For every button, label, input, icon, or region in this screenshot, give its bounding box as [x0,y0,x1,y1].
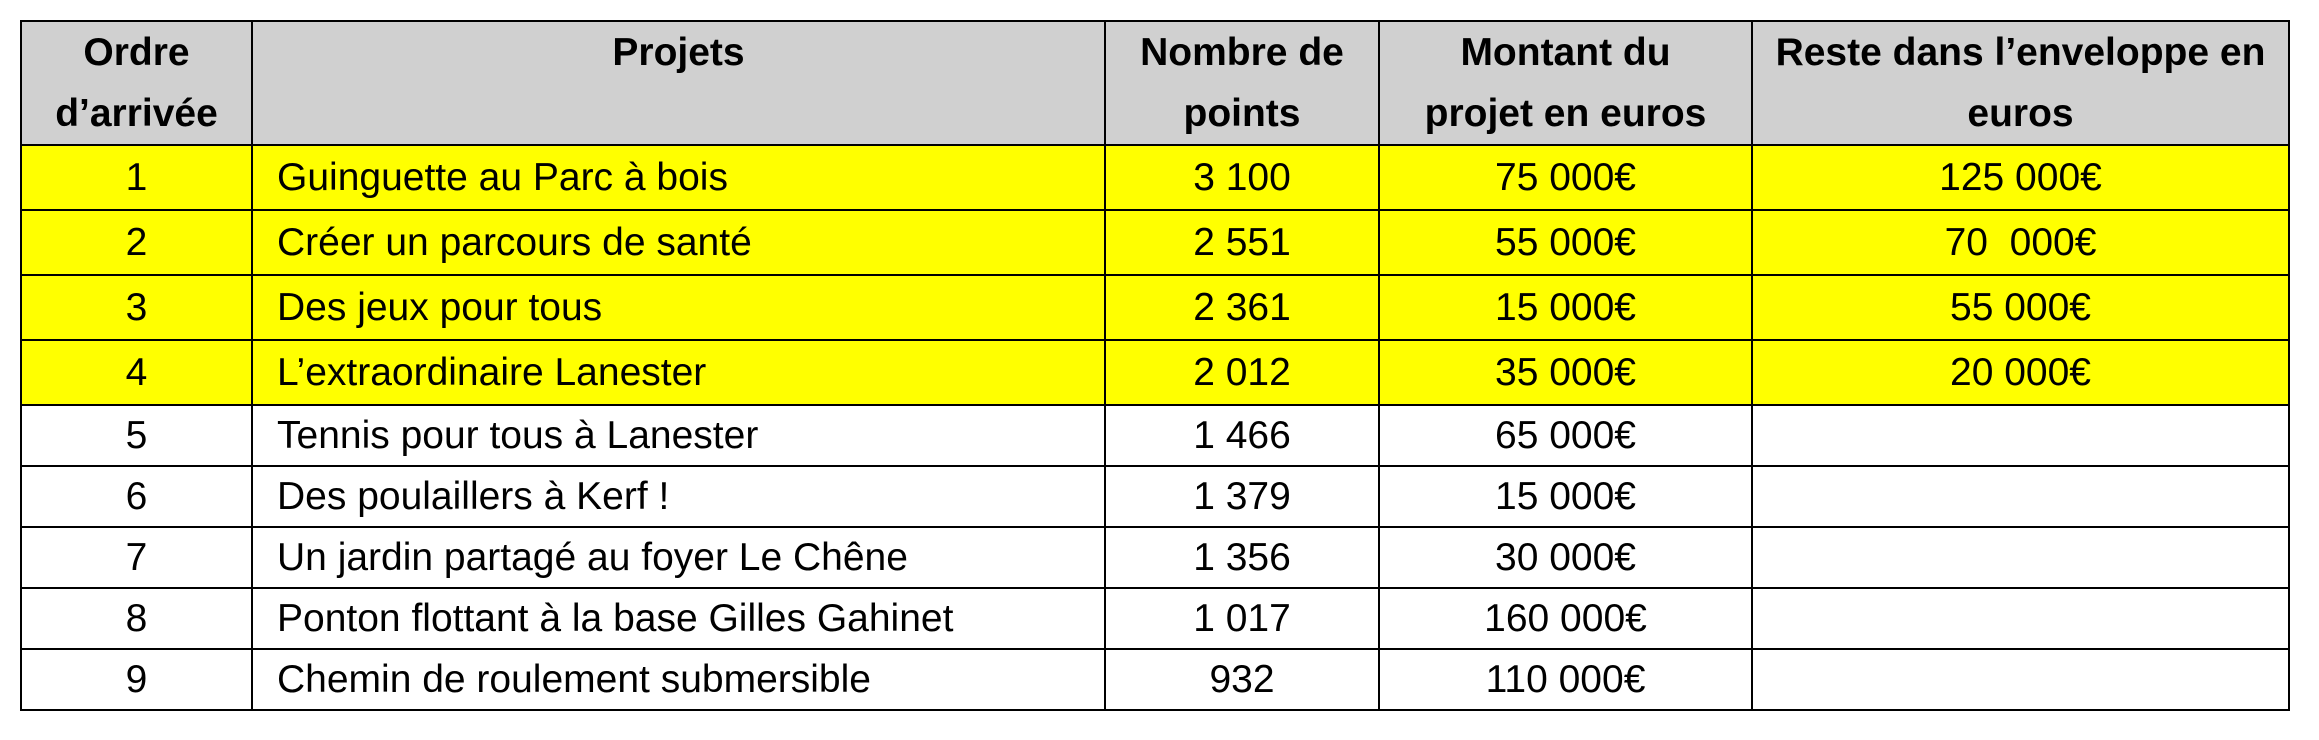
cell-points: 3 100 [1104,144,1380,211]
table-row: 3 Des jeux pour tous 2 361 15 000€ 55 00… [20,274,2290,341]
cell-points: 2 012 [1104,339,1380,406]
cell-projet: L’extraordinaire Lanester [251,339,1106,406]
cell-montant: 160 000€ [1378,587,1753,650]
header-points: Nombre de points [1104,20,1380,146]
cell-montant: 75 000€ [1378,144,1753,211]
cell-montant: 15 000€ [1378,465,1753,528]
cell-projet: Des jeux pour tous [251,274,1106,341]
cell-reste: 20 000€ [1751,339,2290,406]
cell-reste: 70 000€ [1751,209,2290,276]
cell-points: 1 017 [1104,587,1380,650]
header-points-line1: Nombre de [1140,31,1344,74]
cell-ordre: 2 [20,209,253,276]
cell-ordre: 8 [20,587,253,650]
results-table: Ordre d’arrivée Projets Nombre de points M… [20,20,2290,711]
cell-montant: 30 000€ [1378,526,1753,589]
cell-montant: 15 000€ [1378,274,1753,341]
cell-points: 932 [1104,648,1380,711]
cell-points: 1 466 [1104,404,1380,467]
table-row: 1 Guinguette au Parc à bois 3 100 75 000… [20,144,2290,211]
cell-ordre: 5 [20,404,253,467]
header-row: Ordre d’arrivée Projets Nombre de points M… [20,20,2290,146]
cell-points: 1 379 [1104,465,1380,528]
table-row: 5 Tennis pour tous à Lanester 1 466 65 0… [20,404,2290,467]
cell-points: 2 551 [1104,209,1380,276]
header-projets: Projets [251,20,1106,146]
cell-projet: Tennis pour tous à Lanester [251,404,1106,467]
cell-points: 1 356 [1104,526,1380,589]
cell-projet: Des poulaillers à Kerf ! [251,465,1106,528]
cell-ordre: 9 [20,648,253,711]
header-ordre-line2: d’arrivée [55,92,218,135]
cell-ordre: 1 [20,144,253,211]
table-row: 6 Des poulaillers à Kerf ! 1 379 15 000€ [20,465,2290,528]
table-body: 1 Guinguette au Parc à bois 3 100 75 000… [20,144,2290,711]
cell-montant: 35 000€ [1378,339,1753,406]
cell-points: 2 361 [1104,274,1380,341]
header-ordre: Ordre d’arrivée [20,20,253,146]
header-points-line2: points [1183,92,1301,135]
header-reste-line2: euros [1967,92,2074,135]
cell-reste [1751,648,2290,711]
cell-projet: Ponton flottant à la base Gilles Gahinet [251,587,1106,650]
header-montant-line1: Montant du [1460,31,1671,74]
cell-montant: 55 000€ [1378,209,1753,276]
cell-projet: Créer un parcours de santé [251,209,1106,276]
table-header: Ordre d’arrivée Projets Nombre de points M… [20,20,2290,146]
cell-reste [1751,587,2290,650]
cell-ordre: 3 [20,274,253,341]
cell-reste [1751,404,2290,467]
table-row: 9 Chemin de roulement submersible 932 11… [20,648,2290,711]
cell-montant: 110 000€ [1378,648,1753,711]
header-montant-line2: projet en euros [1424,92,1707,135]
cell-projet: Guinguette au Parc à bois [251,144,1106,211]
table-row: 7 Un jardin partagé au foyer Le Chêne 1 … [20,526,2290,589]
header-ordre-line1: Ordre [83,31,190,74]
header-reste: Reste dans l’enveloppe en euros [1751,20,2290,146]
cell-montant: 65 000€ [1378,404,1753,467]
cell-reste: 55 000€ [1751,274,2290,341]
cell-projet: Un jardin partagé au foyer Le Chêne [251,526,1106,589]
table-row: 8 Ponton flottant à la base Gilles Gahin… [20,587,2290,650]
cell-reste [1751,465,2290,528]
cell-reste [1751,526,2290,589]
cell-projet: Chemin de roulement submersible [251,648,1106,711]
cell-reste: 125 000€ [1751,144,2290,211]
table-row: 2 Créer un parcours de santé 2 551 55 00… [20,209,2290,276]
header-reste-line1: Reste dans l’enveloppe en [1775,31,2266,74]
cell-ordre: 4 [20,339,253,406]
cell-ordre: 6 [20,465,253,528]
header-montant: Montant du projet en euros [1378,20,1753,146]
cell-ordre: 7 [20,526,253,589]
table-row: 4 L’extraordinaire Lanester 2 012 35 000… [20,339,2290,406]
